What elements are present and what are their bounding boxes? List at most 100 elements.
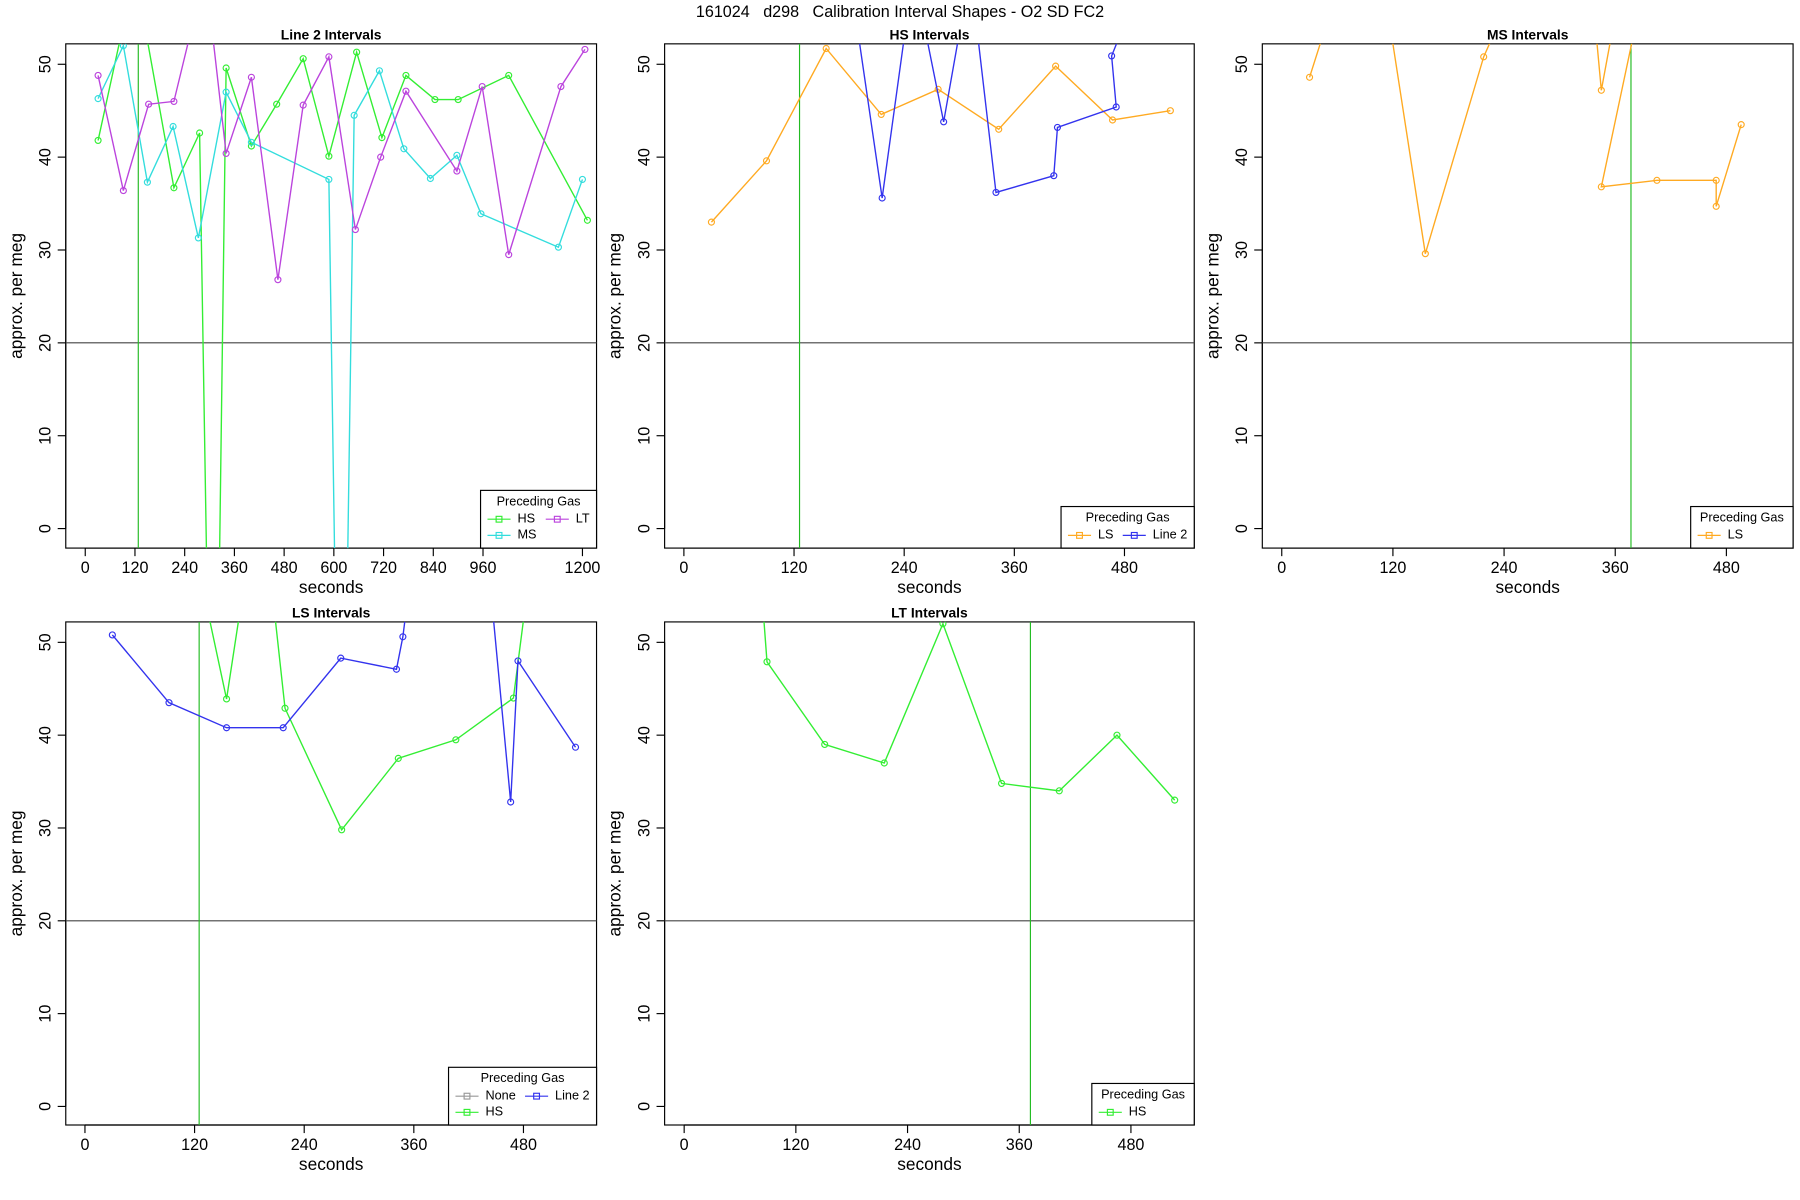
data-point: [1712, 202, 1720, 210]
x-tick-label: 960: [470, 559, 497, 577]
y-tick-label: 50: [635, 55, 653, 73]
data-point: [325, 152, 333, 160]
legend-label: MS: [517, 528, 536, 542]
panel: LT Intervals 0 120 240 360 480 0 10 20 30 40 50 seco…: [605, 547, 1195, 1174]
x-tick-label: 0: [1277, 559, 1286, 577]
y-tick-label: 40: [36, 148, 54, 166]
x-axis-label: seconds: [299, 577, 364, 597]
data-point: [94, 71, 102, 79]
data-point: [583, 216, 591, 224]
y-tick-label: 0: [635, 1102, 653, 1111]
data-point: [338, 990, 344, 996]
plot-area: [664, 43, 1195, 549]
panel: Line 2 Intervals 0 120 240 360 480 600 720 840 96…: [6, 26, 601, 996]
y-tick-label: 20: [635, 334, 653, 352]
data-point: [581, 45, 589, 53]
data-point: [578, 175, 587, 183]
legend-swatch-marker: [1076, 531, 1083, 539]
x-tick-label: 0: [80, 1136, 89, 1154]
panel: LS Intervals 0 120 240 360 480 0 10 20 30 40 50 seco…: [6, 547, 598, 1174]
data-point: [299, 101, 307, 109]
data-point: [1421, 250, 1429, 258]
x-tick-label: 0: [81, 559, 90, 577]
legend-label: LS: [1098, 528, 1114, 542]
legend-item: MS: [487, 528, 537, 542]
data-point: [939, 621, 947, 628]
y-tick-label: 0: [635, 524, 653, 533]
legend-item: HS: [1098, 1105, 1146, 1119]
plot-area: [65, 43, 597, 996]
y-tick-label: 10: [36, 427, 54, 445]
x-tick-label: 840: [420, 559, 447, 577]
data-point: [108, 631, 116, 639]
data-point: [1480, 53, 1488, 61]
y-tick-label: 30: [36, 241, 54, 259]
data-point: [222, 88, 230, 96]
panel: MS Intervals 0 120 240 360 480 0 10 20 30 40 50 seco…: [1202, 26, 1794, 597]
panel-title: Line 2 Intervals: [281, 26, 382, 42]
legend-title: Preceding Gas: [481, 1071, 565, 1085]
data-point: [375, 67, 384, 75]
x-tick-label: 120: [782, 1136, 809, 1154]
y-axis-label: approx. per meg: [605, 233, 625, 359]
x-tick-label: 480: [271, 559, 298, 577]
data-point: [940, 118, 948, 126]
legend-swatch-marker: [1705, 531, 1713, 539]
legend-swatch-marker: [1106, 1108, 1114, 1116]
data-point: [338, 826, 346, 834]
x-tick-label: 360: [1001, 559, 1028, 577]
data-point: [143, 178, 151, 186]
panel-title: LS Intervals: [292, 605, 371, 621]
x-tick-label: 360: [221, 559, 248, 577]
data-point: [1108, 52, 1116, 60]
legend-swatch-marker: [1130, 531, 1138, 539]
legend: Preceding Gas HS: [1091, 1082, 1195, 1126]
legend-box: [1690, 505, 1794, 549]
data-point: [325, 175, 333, 183]
plot-frame: [65, 43, 598, 549]
data-point: [514, 657, 522, 665]
data-point: [353, 48, 361, 56]
data-point: [274, 276, 282, 284]
legend-item: HS: [487, 512, 535, 526]
legend-item: Line 2: [525, 1089, 590, 1103]
data-point: [1737, 121, 1745, 129]
legend-item: LT: [545, 512, 590, 526]
data-point: [1305, 73, 1314, 81]
y-tick-label: 10: [635, 427, 653, 445]
x-tick-label: 480: [1713, 559, 1740, 577]
legend-label: LT: [576, 512, 590, 526]
data-point: [325, 53, 333, 61]
y-tick-label: 40: [36, 726, 54, 744]
data-point: [478, 82, 486, 91]
x-tick-label: 120: [181, 1136, 208, 1154]
y-tick-label: 20: [36, 334, 54, 352]
y-tick-label: 30: [36, 819, 54, 837]
data-point: [880, 759, 888, 767]
legend-item: None: [455, 1089, 516, 1103]
legend-swatch-marker: [495, 531, 503, 539]
x-tick-label: 240: [291, 1136, 318, 1154]
data-point: [402, 71, 410, 79]
legend-label: HS: [517, 512, 535, 526]
data-point: [756, 547, 762, 553]
series-line: [710, 47, 1171, 223]
x-tick-label: 480: [510, 1136, 537, 1154]
x-tick-label: 120: [121, 559, 148, 577]
series-line: [1308, 43, 1742, 254]
data-point: [119, 43, 127, 50]
x-axis-label: seconds: [897, 1154, 962, 1174]
data-point: [247, 73, 255, 81]
data-point: [246, 547, 252, 553]
data-point: [411, 547, 417, 553]
data-point: [1166, 107, 1174, 115]
data-point: [378, 134, 386, 142]
x-axis-label: seconds: [1495, 577, 1560, 597]
y-tick-label: 40: [635, 148, 653, 166]
x-tick-label: 360: [1602, 559, 1629, 577]
legend-swatch-marker: [463, 1108, 471, 1116]
x-tick-label: 120: [1379, 559, 1406, 577]
panel-title: HS Intervals: [889, 26, 969, 42]
data-point: [1113, 731, 1121, 739]
data-point: [211, 990, 217, 996]
